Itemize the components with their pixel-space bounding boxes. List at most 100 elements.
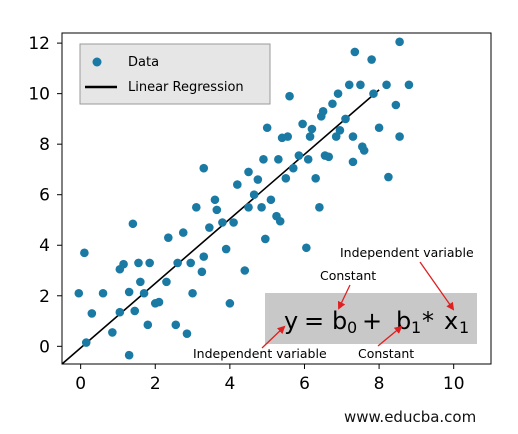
data-point: [298, 119, 307, 129]
equation-b0: b: [332, 307, 347, 335]
data-point: [225, 299, 235, 308]
legend: Data Linear Regression: [79, 43, 271, 105]
data-point: [80, 248, 89, 258]
data-point: [283, 132, 292, 141]
label-independent-bottom: Independent variable: [193, 346, 327, 361]
data-point: [188, 288, 197, 298]
label-independent-top: Independent variable: [340, 245, 474, 260]
data-point: [115, 307, 125, 317]
data-point: [162, 277, 171, 287]
data-point: [315, 203, 324, 212]
data-point: [119, 259, 128, 269]
data-point: [221, 244, 231, 254]
plot-area: [61, 37, 414, 365]
annotation-labels: Constant Independent variable Independen…: [193, 245, 474, 361]
data-point: [87, 309, 97, 318]
equation-b1-subscript: 1: [411, 318, 421, 337]
equation-x: x: [444, 307, 458, 335]
data-point: [333, 89, 343, 98]
data-point: [240, 266, 250, 275]
data-point: [328, 99, 337, 109]
data-point: [205, 223, 214, 232]
data-point: [391, 100, 401, 110]
data-point: [274, 155, 283, 164]
data-point: [233, 180, 242, 189]
data-point: [253, 175, 263, 184]
x-tick-label: 4: [224, 374, 235, 394]
data-point: [369, 89, 378, 98]
equation-y: y: [284, 307, 298, 335]
data-point: [348, 157, 358, 167]
data-point: [384, 172, 393, 182]
data-point: [98, 288, 108, 298]
data-point: [81, 338, 91, 347]
data-point: [382, 80, 391, 90]
label-constant-top: Constant: [320, 268, 376, 283]
data-point: [197, 267, 207, 277]
legend-data-marker: [92, 57, 102, 67]
watermark: www.educba.com: [344, 408, 476, 426]
data-point: [281, 173, 291, 183]
equation-x-subscript: 1: [459, 318, 469, 337]
equation-b1: b: [396, 307, 411, 335]
label-constant-bottom: Constant: [358, 346, 414, 361]
data-point: [311, 173, 320, 183]
data-point: [285, 91, 294, 101]
data-point: [318, 107, 328, 116]
data-point: [395, 37, 404, 47]
data-point: [266, 195, 276, 205]
data-point: [164, 233, 173, 242]
legend-box: [79, 43, 271, 105]
data-point: [130, 306, 140, 316]
data-point: [210, 195, 220, 205]
data-point: [134, 258, 143, 268]
data-point: [178, 228, 188, 237]
legend-data-label: Data: [128, 55, 159, 70]
data-point: [350, 47, 360, 57]
data-point: [356, 80, 365, 90]
data-point: [218, 218, 227, 227]
data-point: [143, 320, 153, 330]
x-tick-label: 0: [75, 374, 86, 394]
data-point: [359, 146, 369, 155]
equation-equals: =: [304, 307, 324, 335]
arrow-constant-bottom: [377, 325, 403, 347]
data-point: [244, 203, 253, 212]
x-tick-label: 8: [374, 374, 385, 394]
equation-annotation: y = b 0 + b 1 * x 1: [265, 293, 477, 344]
data-point: [303, 155, 313, 164]
data-point: [324, 152, 334, 162]
equation-times: *: [422, 307, 434, 335]
data-point: [124, 287, 134, 297]
data-point: [261, 234, 270, 244]
y-tick-label: 12: [28, 34, 50, 54]
data-point: [212, 205, 222, 215]
arrow-independent-bottom: [261, 325, 286, 349]
data-point: [145, 258, 154, 268]
data-point: [128, 219, 138, 229]
x-tick-label: 10: [443, 374, 465, 394]
legend-line-label: Linear Regression: [128, 80, 244, 95]
data-point: [307, 124, 317, 134]
x-tick-label: 6: [299, 374, 310, 394]
y-tick-label: 8: [39, 135, 50, 155]
data-point: [124, 350, 134, 360]
y-tick-label: 4: [39, 236, 50, 256]
data-point: [395, 132, 404, 141]
data-point: [154, 297, 164, 307]
data-point: [74, 288, 84, 298]
data-point: [262, 123, 272, 133]
data-point: [199, 163, 209, 173]
plot-frame: [61, 32, 492, 365]
data-point: [335, 125, 345, 135]
y-tick-label: 6: [39, 186, 50, 206]
data-point: [305, 132, 315, 141]
data-point: [171, 320, 181, 330]
y-tick-label: 2: [39, 287, 50, 307]
data-point: [404, 80, 414, 90]
data-point: [374, 123, 384, 133]
data-point: [367, 55, 376, 64]
data-point: [191, 203, 201, 212]
data-point: [173, 258, 182, 268]
